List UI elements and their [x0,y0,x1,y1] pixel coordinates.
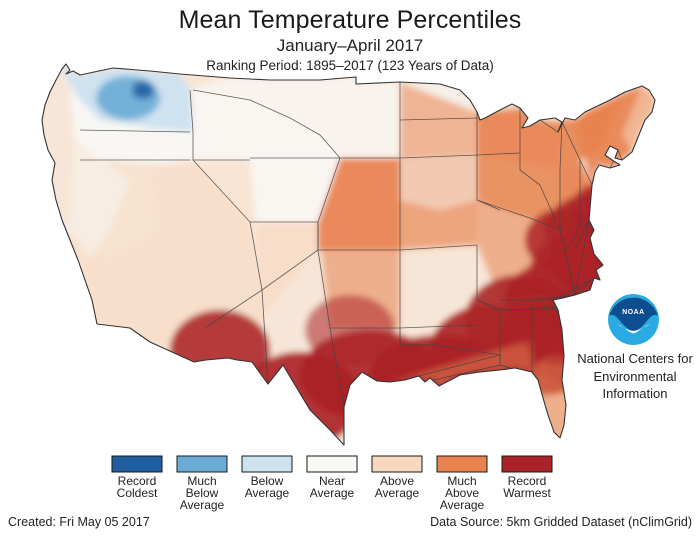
svg-text:Warmest: Warmest [503,486,551,500]
svg-text:Average: Average [245,486,290,500]
svg-text:NOAA: NOAA [622,309,644,316]
svg-text:Coldest: Coldest [117,486,158,500]
svg-text:Average: Average [310,486,355,500]
svg-text:Average: Average [440,498,485,512]
svg-text:Average: Average [180,498,225,512]
svg-text:Average: Average [375,486,420,500]
